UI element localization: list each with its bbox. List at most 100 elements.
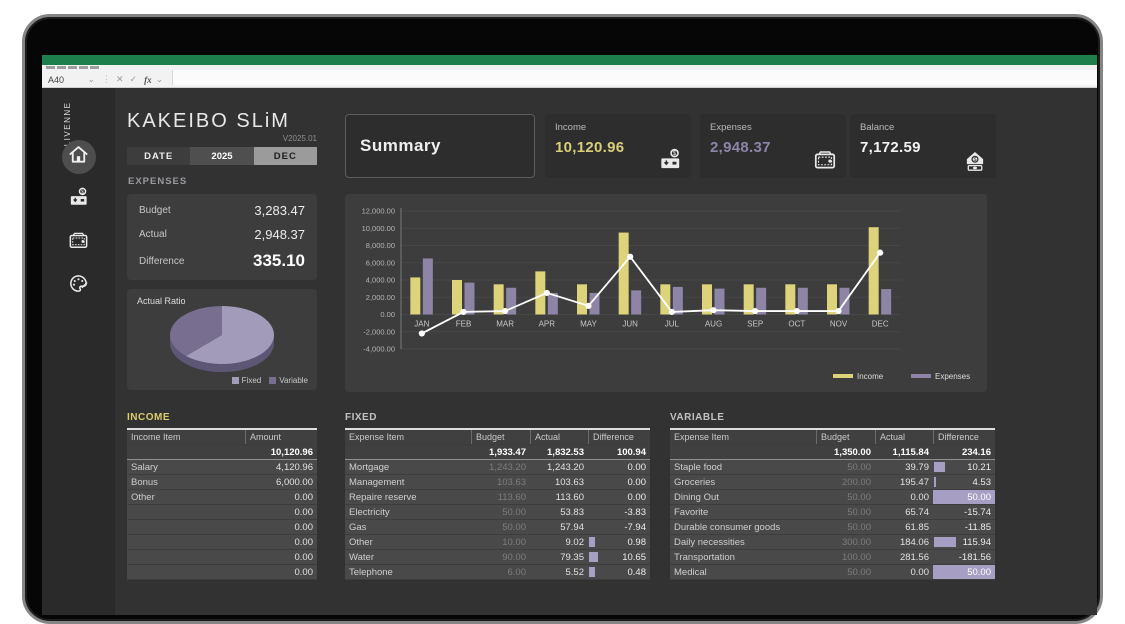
cell-budget[interactable]: 50.00 <box>502 506 526 518</box>
cell-budget[interactable]: 200.00 <box>841 476 871 488</box>
cancel-icon[interactable]: ✕ <box>116 74 124 84</box>
cell-difference[interactable]: 4.53 <box>933 475 995 489</box>
screen: A40 ⌄ ⋮ ✕ ✓ fx ⌄ OLIVENNE <box>42 55 1097 615</box>
cell-item[interactable]: Favorite <box>674 506 709 518</box>
cell-actual[interactable]: 5.52 <box>565 566 585 578</box>
cell-actual[interactable]: 281.56 <box>899 551 929 563</box>
cell-item[interactable]: Transportation <box>674 551 735 563</box>
cell-item[interactable]: Management <box>349 476 405 488</box>
cell-item[interactable]: Durable consumer goods <box>674 521 781 533</box>
cell-item[interactable]: Staple food <box>674 461 723 473</box>
cell-item[interactable]: Bonus <box>131 476 158 488</box>
cell-item[interactable]: Other <box>131 491 155 503</box>
cell-budget[interactable]: 300.00 <box>841 536 871 548</box>
cell-difference[interactable]: 115.94 <box>933 535 995 549</box>
cell-actual[interactable]: 61.85 <box>905 521 929 533</box>
cell-actual[interactable]: 0.00 <box>910 566 930 578</box>
sidebar-item-home[interactable] <box>61 140 96 174</box>
month-selector[interactable]: DEC <box>253 147 317 165</box>
cell-difference[interactable]: 0.00 <box>588 460 650 474</box>
cell-amount[interactable]: 0.00 <box>294 491 314 503</box>
cell-amount[interactable]: 0.00 <box>294 566 314 578</box>
cell-difference[interactable]: 50.00 <box>933 490 995 504</box>
cell-actual[interactable]: 103.63 <box>554 476 584 488</box>
cell-difference[interactable]: 10.65 <box>588 550 650 564</box>
cell-budget[interactable]: 10.00 <box>502 536 526 548</box>
cell-difference[interactable]: 50.00 <box>933 565 995 579</box>
cell-item[interactable]: Telephone <box>349 566 393 578</box>
cell-actual[interactable]: 65.74 <box>905 506 929 518</box>
cell-item[interactable] <box>127 505 245 519</box>
cell-budget[interactable]: 1,243.20 <box>489 461 526 473</box>
cell-difference[interactable]: -11.85 <box>933 520 995 534</box>
cell-item[interactable]: Other <box>349 536 373 548</box>
cell-budget[interactable]: 50.00 <box>847 491 871 503</box>
table-row: Other 0.00 <box>127 490 317 505</box>
svg-text:Income: Income <box>857 372 884 381</box>
name-box[interactable]: A40 ⌄ <box>48 74 100 85</box>
cell-budget[interactable]: 90.00 <box>502 551 526 563</box>
cell-actual[interactable]: 57.94 <box>560 521 584 533</box>
cell-item[interactable]: Electricity <box>349 506 390 518</box>
cell-budget[interactable]: 50.00 <box>847 566 871 578</box>
cell-actual[interactable]: 79.35 <box>560 551 584 563</box>
cell-amount[interactable]: 0.00 <box>294 551 314 563</box>
cell-amount[interactable]: 6,000.00 <box>276 476 313 488</box>
cell-budget[interactable]: 50.00 <box>847 521 871 533</box>
cell-actual[interactable]: 53.83 <box>560 506 584 518</box>
cell-actual[interactable]: 1,243.20 <box>547 461 584 473</box>
cell-actual[interactable]: 39.79 <box>905 461 929 473</box>
cell-actual[interactable]: 113.60 <box>555 491 584 503</box>
cell-item[interactable] <box>127 565 245 579</box>
cell-budget[interactable]: 6.00 <box>507 566 527 578</box>
sidebar-item-theme[interactable] <box>62 269 96 303</box>
cell-budget[interactable]: 50.00 <box>847 506 871 518</box>
cell-difference[interactable]: -15.74 <box>933 505 995 519</box>
chevron-down-icon[interactable]: ⌄ <box>87 74 95 84</box>
svg-text:-4,000.00: -4,000.00 <box>363 345 395 354</box>
cell-item[interactable]: Medical <box>674 566 707 578</box>
cell-item[interactable]: Daily necessities <box>674 536 745 548</box>
cell-difference[interactable]: -7.94 <box>588 520 650 534</box>
date-label[interactable]: DATE <box>127 147 191 165</box>
cell-difference[interactable]: 0.00 <box>588 475 650 489</box>
cell-amount[interactable]: 0.00 <box>294 536 314 548</box>
sidebar-item-income[interactable]: $ <box>62 183 96 217</box>
year-selector[interactable]: 2025 <box>190 147 254 165</box>
cell-amount[interactable]: 4,120.96 <box>276 461 313 473</box>
cell-item[interactable] <box>127 550 245 564</box>
cell-item[interactable]: Dining Out <box>674 491 719 503</box>
cell-amount[interactable]: 0.00 <box>294 506 314 518</box>
cell-item[interactable]: Water <box>349 551 374 563</box>
cell-item[interactable]: Mortgage <box>349 461 390 473</box>
cell-difference[interactable]: 10.21 <box>933 460 995 474</box>
cell-actual[interactable]: 0.00 <box>910 491 930 503</box>
cell-actual[interactable]: 9.02 <box>565 536 585 548</box>
cell-item[interactable]: Salary <box>131 461 158 473</box>
cell-item[interactable]: Gas <box>349 521 367 533</box>
cell-difference[interactable]: 0.00 <box>588 490 650 504</box>
cell-difference[interactable]: -181.56 <box>933 550 995 564</box>
cell-budget[interactable]: 103.63 <box>496 476 526 488</box>
sidebar-item-wallet[interactable] <box>62 226 96 260</box>
cell-amount[interactable]: 0.00 <box>294 521 314 533</box>
insert-function-icon[interactable]: fx <box>144 75 152 85</box>
cell-budget[interactable]: 100.00 <box>841 551 871 563</box>
cell-item[interactable] <box>127 520 245 534</box>
cell-item[interactable]: Groceries <box>674 476 716 488</box>
enter-icon[interactable]: ✓ <box>129 74 138 84</box>
cell-item[interactable]: Repaire reserve <box>349 491 417 503</box>
formula-input[interactable] <box>172 70 1097 85</box>
cell-actual[interactable]: 184.06 <box>899 536 929 548</box>
cell-item[interactable] <box>127 535 245 549</box>
cell-difference[interactable]: 0.98 <box>588 535 650 549</box>
cell-difference[interactable]: 0.48 <box>588 565 650 579</box>
chevron-down-icon[interactable]: ⌄ <box>155 74 164 84</box>
header-cell: Difference <box>933 430 995 444</box>
cell-budget[interactable]: 50.00 <box>502 521 526 533</box>
cell-actual[interactable]: 195.47 <box>899 476 929 488</box>
expenses-summary-panel: Budget 3,283.47 Actual 2,948.37 Differen… <box>127 194 317 280</box>
cell-budget[interactable]: 50.00 <box>847 461 871 473</box>
cell-difference[interactable]: -3.83 <box>588 505 650 519</box>
cell-budget[interactable]: 113.60 <box>497 491 526 503</box>
